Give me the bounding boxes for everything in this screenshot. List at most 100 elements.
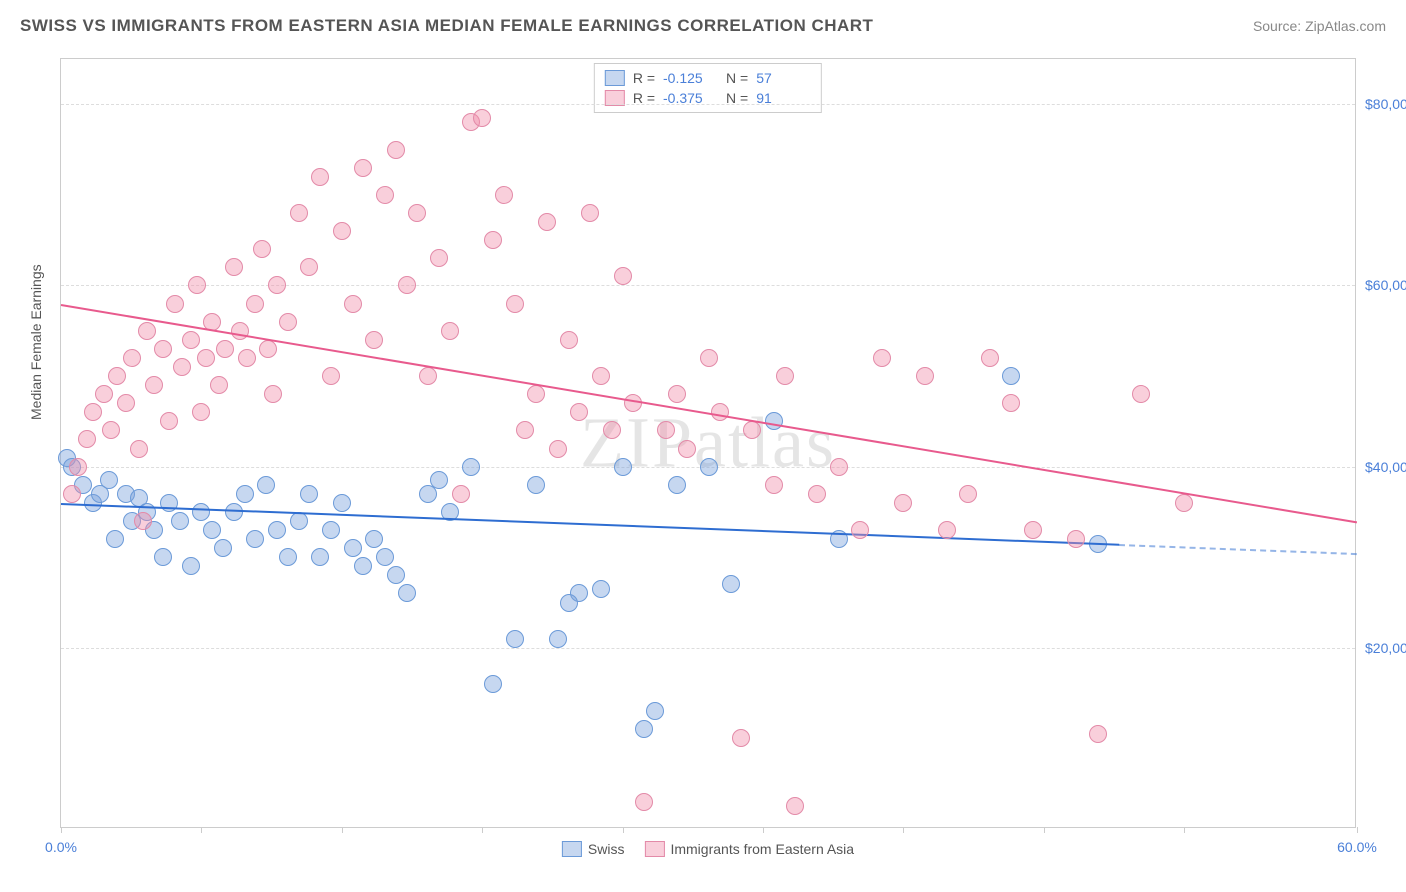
data-point [138,322,156,340]
legend-label: Immigrants from Eastern Asia [670,841,854,857]
data-point [238,349,256,367]
data-point [743,421,761,439]
data-point [236,485,254,503]
data-point [430,471,448,489]
data-point [981,349,999,367]
trend-line [61,304,1357,523]
data-point [441,322,459,340]
data-point [527,385,545,403]
data-point [646,702,664,720]
gridline [61,648,1355,649]
data-point [527,476,545,494]
data-point [182,331,200,349]
data-point [430,249,448,267]
data-point [344,295,362,313]
data-point [311,548,329,566]
data-point [765,476,783,494]
chart-legend: Swiss Immigrants from Eastern Asia [562,841,854,857]
x-tick-label-left: 0.0% [45,839,77,855]
data-point [84,403,102,421]
data-point [253,240,271,258]
data-point [732,729,750,747]
data-point [344,539,362,557]
data-point [210,376,228,394]
data-point [1175,494,1193,512]
data-point [570,403,588,421]
data-point [203,521,221,539]
data-point [387,141,405,159]
correlation-stats-box: R =-0.125N =57R =-0.375N =91 [594,63,822,113]
data-point [657,421,675,439]
x-tick [201,827,202,833]
data-point [916,367,934,385]
x-tick-label-right: 60.0% [1337,839,1377,855]
data-point [938,521,956,539]
data-point [123,349,141,367]
data-point [786,797,804,815]
data-point [333,222,351,240]
data-point [311,168,329,186]
data-point [776,367,794,385]
legend-label: Swiss [588,841,625,857]
data-point [700,458,718,476]
data-point [959,485,977,503]
data-point [290,512,308,530]
data-point [225,503,243,521]
data-point [300,258,318,276]
data-point [259,340,277,358]
x-tick [1357,827,1358,833]
r-label: R = [633,70,655,86]
data-point [154,340,172,358]
data-point [473,109,491,127]
data-point [668,385,686,403]
n-label: N = [726,70,748,86]
data-point [78,430,96,448]
data-point [365,331,383,349]
y-tick-label: $80,000 [1365,96,1406,112]
data-point [166,295,184,313]
data-point [549,440,567,458]
y-axis-label: Median Female Earnings [28,264,44,420]
data-point [300,485,318,503]
data-point [171,512,189,530]
data-point [452,485,470,503]
x-tick [763,827,764,833]
n-value: 57 [756,70,811,86]
data-point [560,331,578,349]
data-point [1024,521,1042,539]
data-point [700,349,718,367]
legend-item: Swiss [562,841,625,857]
data-point [387,566,405,584]
data-point [592,367,610,385]
legend-item: Immigrants from Eastern Asia [644,841,854,857]
data-point [322,521,340,539]
data-point [268,521,286,539]
x-tick [623,827,624,833]
data-point [134,512,152,530]
data-point [192,503,210,521]
x-tick [342,827,343,833]
x-tick [482,827,483,833]
data-point [1067,530,1085,548]
r-value: -0.125 [663,70,718,86]
data-point [130,440,148,458]
gridline [61,285,1355,286]
data-point [484,231,502,249]
x-tick [903,827,904,833]
data-point [154,548,172,566]
data-point [398,276,416,294]
data-point [100,471,118,489]
data-point [192,403,210,421]
data-point [419,367,437,385]
data-point [516,421,534,439]
data-point [1132,385,1150,403]
data-point [354,159,372,177]
y-tick-label: $40,000 [1365,459,1406,475]
data-point [484,675,502,693]
data-point [95,385,113,403]
data-point [246,295,264,313]
data-point [538,213,556,231]
data-point [279,548,297,566]
gridline [61,104,1355,105]
data-point [290,204,308,222]
